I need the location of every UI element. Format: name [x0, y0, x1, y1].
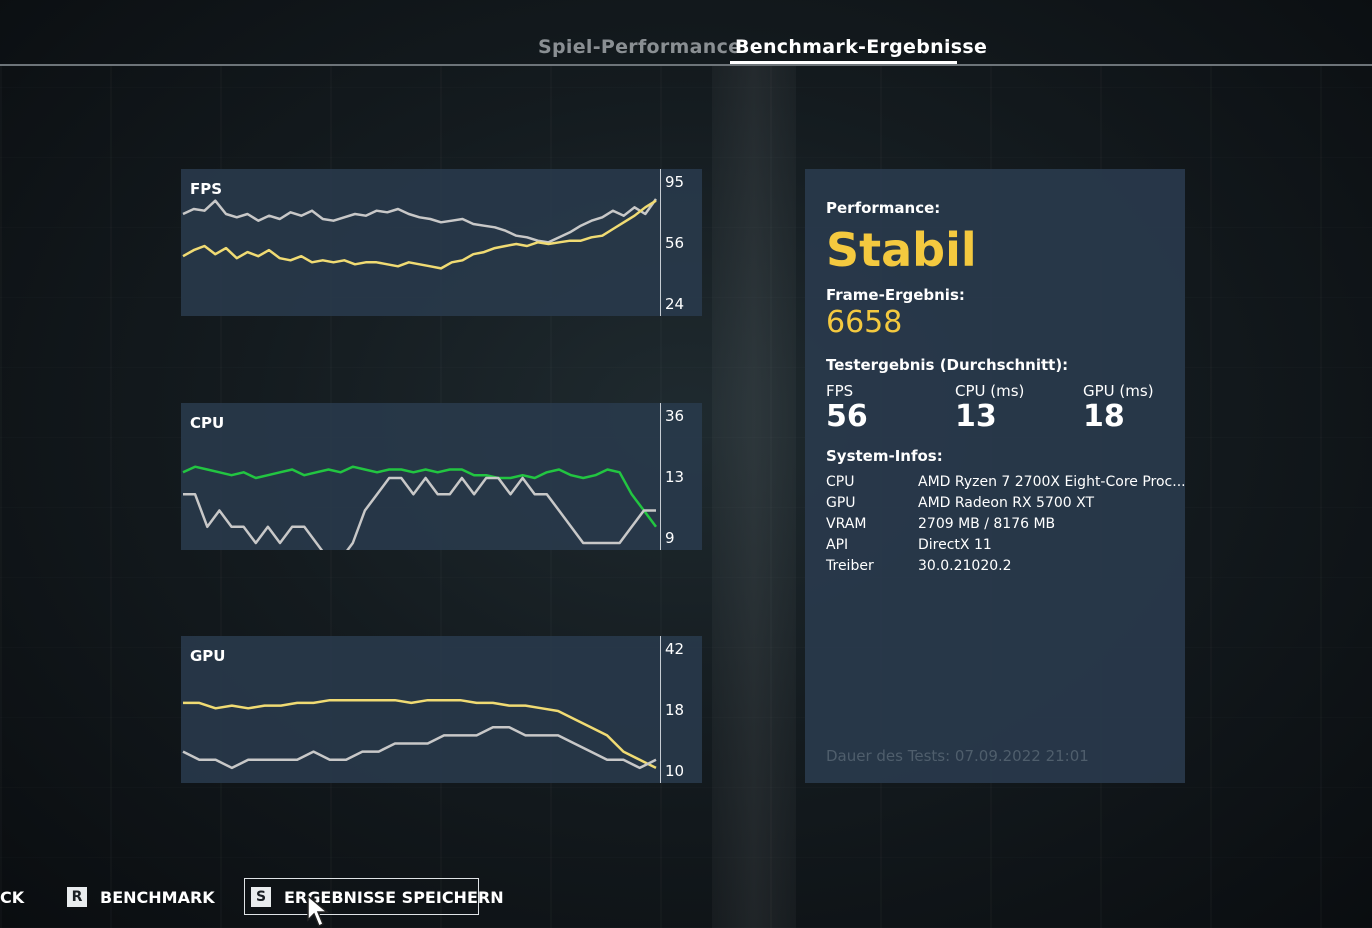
gpu-series-1-line	[182, 726, 657, 770]
cpu-series-0-line	[182, 465, 658, 528]
system-key: VRAM	[826, 516, 867, 532]
results-panel: Performance: Stabil Frame-Ergebnis: 6658…	[805, 169, 1186, 783]
frame-result-value: 6658	[826, 305, 903, 340]
mouse-cursor-icon	[307, 894, 330, 928]
system-value: DirectX 11	[918, 537, 992, 553]
cpu-tick-top: 36	[665, 407, 685, 425]
tab-benchmark-ergebnisse[interactable]: Benchmark-Ergebnisse	[735, 36, 988, 58]
s-key-icon: S	[251, 887, 271, 907]
gpu-chart-label: GPU	[190, 647, 226, 665]
system-key: GPU	[826, 495, 856, 511]
benchmark-button[interactable]: BENCHMARK	[100, 888, 215, 907]
test-duration: Dauer des Tests: 07.09.2022 21:01	[826, 747, 1089, 765]
avg-cpu-value: 13	[955, 399, 997, 434]
save-results-button[interactable]	[244, 878, 479, 915]
fps-tick-top: 95	[665, 173, 685, 191]
system-value: AMD Radeon RX 5700 XT	[918, 495, 1095, 511]
r-key-icon: R	[67, 887, 87, 907]
system-row-api: API DirectX 11	[826, 537, 1176, 557]
system-row-gpu: GPU AMD Radeon RX 5700 XT	[826, 495, 1176, 515]
cpu-tick-bottom: 9	[665, 529, 675, 547]
gpu-axis	[660, 636, 661, 783]
gpu-series-0-line	[183, 698, 657, 770]
system-row-cpu: CPU AMD Ryzen 7 2700X Eight-Core Proc...	[826, 474, 1186, 494]
fps-series-0-line	[182, 198, 658, 244]
gpu-tick-bottom: 10	[665, 762, 685, 780]
fps-axis	[660, 169, 661, 316]
tab-divider	[0, 64, 1372, 66]
test-result-label: Testergebnis (Durchschnitt):	[826, 356, 1069, 374]
system-row-vram: VRAM 2709 MB / 8176 MB	[826, 516, 1176, 536]
avg-gpu-value: 18	[1083, 399, 1125, 434]
system-value: 30.0.21020.2	[918, 558, 1012, 574]
active-tab-indicator	[730, 61, 957, 65]
frame-result-label: Frame-Ergebnis:	[826, 286, 965, 304]
fps-series-1-line	[182, 199, 657, 270]
hieroglyph-column	[712, 66, 796, 928]
cpu-chart-panel: CPU 36 13 9	[181, 403, 702, 550]
back-button[interactable]: CK	[0, 888, 25, 907]
gpu-tick-mid: 18	[665, 701, 685, 719]
avg-fps-label: FPS	[826, 382, 854, 400]
system-row-driver: Treiber 30.0.21020.2	[826, 558, 1176, 578]
avg-fps-value: 56	[826, 399, 868, 434]
gpu-chart-panel: GPU 42 18 10	[181, 636, 702, 783]
avg-gpu-label: GPU (ms)	[1083, 382, 1154, 400]
cpu-chart	[182, 465, 658, 550]
cpu-axis	[660, 403, 661, 550]
fps-chart-label: FPS	[190, 180, 223, 198]
fps-chart-panel: FPS 95 56 24	[181, 169, 702, 316]
save-results-label: ERGEBNISSE SPEICHERN	[284, 888, 504, 907]
tab-spiel-performance[interactable]: Spiel-Performance	[538, 36, 742, 58]
gpu-tick-top: 42	[665, 640, 685, 658]
fps-tick-bottom: 24	[665, 295, 685, 313]
system-key: CPU	[826, 474, 855, 490]
tab-bar: Spiel-Performance Benchmark-Ergebnisse	[0, 0, 1372, 66]
system-value: AMD Ryzen 7 2700X Eight-Core Proc...	[918, 474, 1186, 490]
system-key: Treiber	[826, 558, 874, 574]
system-key: API	[826, 537, 849, 553]
cpu-series-1-line	[183, 476, 656, 550]
fps-chart	[182, 198, 658, 270]
avg-cpu-label: CPU (ms)	[955, 382, 1025, 400]
system-value: 2709 MB / 8176 MB	[918, 516, 1056, 532]
fps-tick-mid: 56	[665, 234, 685, 252]
system-info-label: System-Infos:	[826, 447, 943, 465]
performance-value: Stabil	[826, 223, 977, 277]
cpu-tick-mid: 13	[665, 468, 685, 486]
gpu-chart	[182, 698, 657, 770]
performance-label: Performance:	[826, 199, 941, 217]
cpu-chart-label: CPU	[190, 414, 225, 432]
